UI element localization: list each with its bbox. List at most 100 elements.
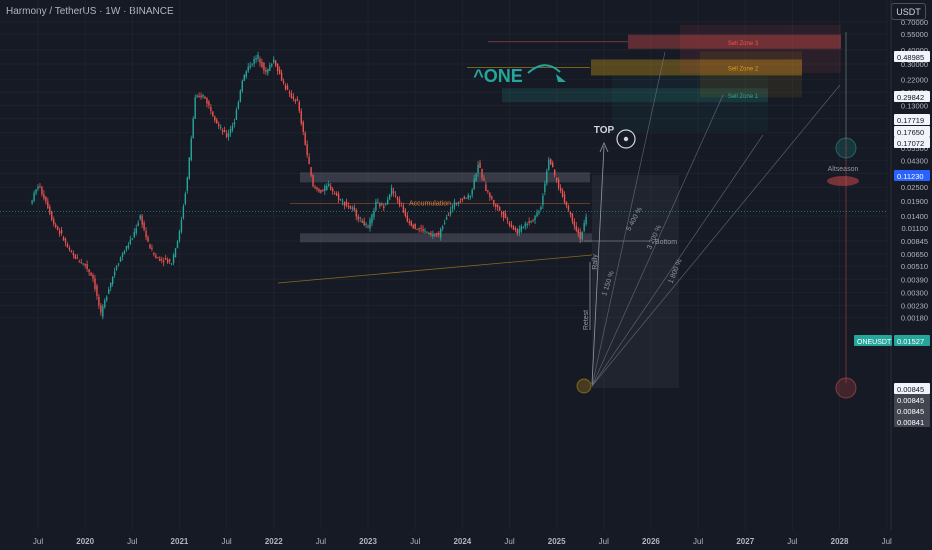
x-tick-label: 2025: [548, 537, 566, 546]
top-label: TOP: [594, 125, 615, 136]
candle-body: [304, 132, 306, 145]
candle-body: [473, 178, 475, 190]
candle-body: [31, 200, 33, 204]
altseason-label: Altseason: [828, 166, 859, 173]
candle-body: [300, 111, 302, 124]
candle-body: [467, 194, 469, 199]
candle-body: [284, 85, 287, 89]
candle-body: [231, 125, 234, 131]
candle-body: [357, 216, 359, 220]
candle-body: [255, 58, 257, 60]
candle-body: [430, 233, 432, 235]
candle-body: [333, 193, 336, 195]
candle-body: [552, 162, 554, 168]
candle-body: [524, 223, 526, 227]
candle-body: [131, 238, 133, 240]
candle-body: [210, 107, 212, 112]
candle-body: [100, 305, 102, 313]
candle-body: [436, 233, 438, 236]
candle-body: [497, 205, 499, 208]
candle-body: [514, 228, 517, 230]
candle-body: [133, 232, 135, 238]
candle-body: [477, 164, 479, 173]
price-tag-bg: [894, 416, 930, 427]
candle-body: [227, 133, 230, 138]
candle-body: [225, 133, 228, 137]
candle-body: [377, 202, 379, 204]
price-tag: 0.00845: [897, 407, 924, 416]
candle-body: [298, 101, 300, 111]
price-tag-bg: [894, 51, 930, 62]
candle-body: [216, 119, 218, 124]
price-tag-bg: [894, 137, 930, 148]
fan-line: [591, 134, 764, 387]
candle-body: [414, 223, 416, 229]
candle-body: [432, 234, 434, 237]
sell-zone-label: Sell Zone 2: [728, 66, 759, 72]
candle-body: [469, 196, 471, 198]
candle-body: [302, 121, 304, 132]
y-tick-label: 0.70000: [901, 18, 928, 27]
sell-zone-box: [591, 59, 802, 76]
candle-body: [271, 64, 273, 66]
candle-body: [102, 306, 104, 317]
candle-body: [82, 263, 84, 265]
candle-body: [361, 220, 363, 223]
candle-body: [174, 248, 177, 258]
candle-body: [373, 210, 375, 218]
candle-body: [235, 109, 238, 120]
candle-body: [241, 80, 244, 92]
candle-body: [223, 130, 226, 132]
candle-body: [561, 189, 564, 197]
candle-body: [453, 201, 456, 207]
y-tick-label: 0.00230: [901, 301, 928, 310]
coin-logo-arrow: [556, 74, 566, 82]
altseason-bottom-marker: [835, 377, 857, 399]
y-tick-label: 0.13000: [901, 101, 928, 110]
candle-body: [485, 184, 487, 191]
candle-body: [282, 80, 285, 84]
price-tag: 0.11230: [897, 172, 924, 181]
candle-body: [455, 202, 458, 204]
candle-body: [355, 209, 357, 217]
candle-body: [516, 229, 519, 234]
candle-body: [510, 224, 513, 227]
candle-body: [404, 210, 407, 217]
candle-body: [194, 97, 196, 119]
candle-body: [445, 217, 448, 220]
candle-body: [424, 230, 426, 232]
candle-body: [56, 226, 59, 230]
candle-body: [257, 54, 259, 59]
candle-body: [202, 94, 204, 97]
candle-body: [583, 223, 585, 231]
candle-body: [579, 231, 581, 240]
price-tag: 0.00845: [897, 385, 924, 394]
candle-body: [94, 278, 96, 289]
price-tag-bg: [894, 335, 930, 346]
candle-body: [534, 216, 536, 221]
altseason-top-marker: [835, 137, 857, 159]
y-tick-label: 0.22000: [901, 75, 928, 84]
candle-body: [214, 116, 216, 121]
candle-body: [461, 199, 464, 201]
candle-body: [381, 203, 383, 205]
candle-body: [400, 205, 403, 207]
candle-body: [528, 221, 530, 224]
candle-body: [536, 212, 538, 217]
y-tick-label: 0.00510: [901, 262, 928, 271]
candle-body: [247, 66, 249, 72]
price-tag: 0.00841: [897, 418, 924, 427]
candle-body: [53, 219, 55, 224]
candle-body: [388, 194, 391, 200]
x-tick-label: 2022: [265, 537, 283, 546]
candle-body: [434, 235, 436, 237]
candle-body: [49, 206, 51, 214]
candle-body: [318, 189, 320, 192]
symbol-tag-bg: [854, 335, 892, 346]
candle-body: [428, 232, 430, 235]
candle-body: [121, 254, 124, 257]
projection-box: [592, 175, 679, 388]
price-tag: 0.01527: [897, 337, 924, 346]
